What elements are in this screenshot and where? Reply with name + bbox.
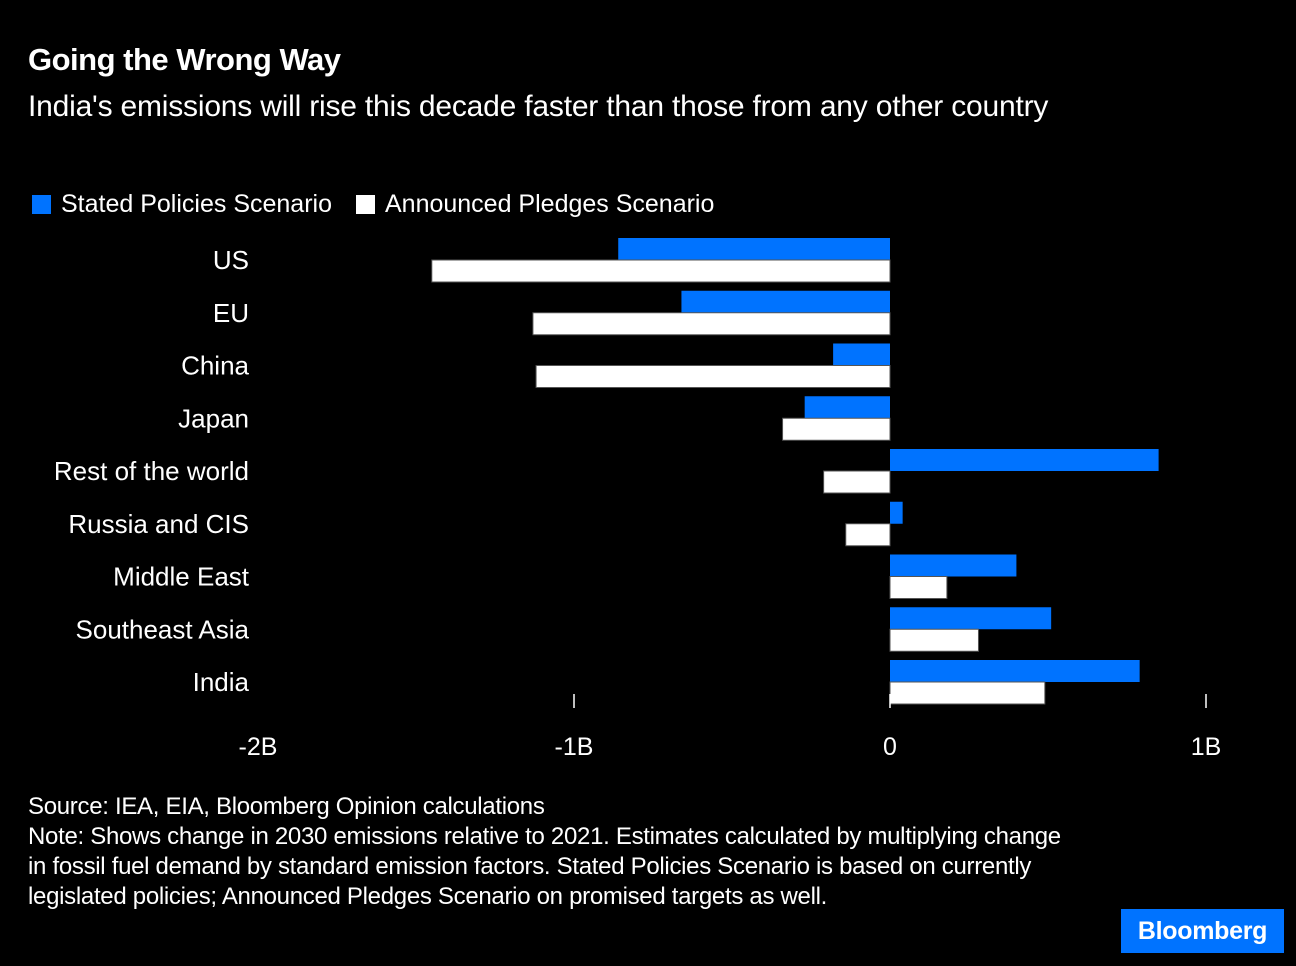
legend-label-stated: Stated Policies Scenario <box>61 190 332 218</box>
bar-eu-stated <box>681 290 890 313</box>
bar-middle-east-stated <box>890 554 1017 577</box>
legend-swatch-stated <box>32 195 51 214</box>
category-label-japan: Japan <box>178 403 249 433</box>
bar-rest-of-the-world-announced <box>823 470 891 494</box>
bar-russia-and-cis-stated <box>890 501 903 524</box>
x-tick-label-2: 0 <box>883 733 897 761</box>
bar-china-announced <box>535 365 891 388</box>
bar-japan-stated <box>804 396 890 419</box>
bar-southeast-asia-stated <box>890 607 1052 630</box>
bar-india-stated <box>890 660 1140 682</box>
category-label-southeast-asia: Southeast Asia <box>76 614 250 644</box>
bar-china-stated <box>833 343 890 366</box>
category-label-india: India <box>193 667 250 697</box>
bar-middle-east-announced <box>889 576 948 599</box>
category-label-china: China <box>181 351 249 381</box>
methodology-note: Note: Shows change in 2030 emissions rel… <box>28 823 1061 910</box>
x-tick-label-1: -1B <box>555 733 594 761</box>
chart-title: Going the Wrong Way <box>28 42 341 77</box>
bar-us-announced <box>431 259 891 283</box>
bar-rest-of-the-world-stated <box>890 449 1159 471</box>
source-note: Source: IEA, EIA, Bloomberg Opinion calc… <box>28 793 545 820</box>
bar-us-stated <box>618 238 890 260</box>
legend-item-stated: Stated Policies Scenario <box>32 190 332 219</box>
x-tick-label-3: 1B <box>1191 733 1222 761</box>
bloomberg-logo: Bloomberg <box>1121 909 1284 953</box>
bar-eu-announced <box>532 312 891 336</box>
category-label-rest-of-the-world: Rest of the world <box>54 456 249 486</box>
category-label-middle-east: Middle East <box>113 562 250 592</box>
bar-india-announced <box>889 681 1046 705</box>
footer: Source: IEA, EIA, Bloomberg Opinion calc… <box>28 792 1078 912</box>
bar-japan-announced <box>782 417 891 441</box>
legend-item-announced: Announced Pledges Scenario <box>355 190 715 219</box>
legend-swatch-announced <box>355 195 375 214</box>
x-tick-label-0: -2B <box>239 733 278 761</box>
bar-russia-and-cis-announced <box>845 523 891 547</box>
chart-subtitle: India's emissions will rise this decade … <box>28 90 1049 123</box>
bar-southeast-asia-announced <box>889 628 979 652</box>
category-label-eu: EU <box>213 298 249 328</box>
legend-label-announced: Announced Pledges Scenario <box>384 190 715 218</box>
category-label-russia-and-cis: Russia and CIS <box>68 509 249 539</box>
category-label-us: US <box>213 245 249 275</box>
legend: Stated Policies Scenario Announced Pledg… <box>32 190 738 219</box>
